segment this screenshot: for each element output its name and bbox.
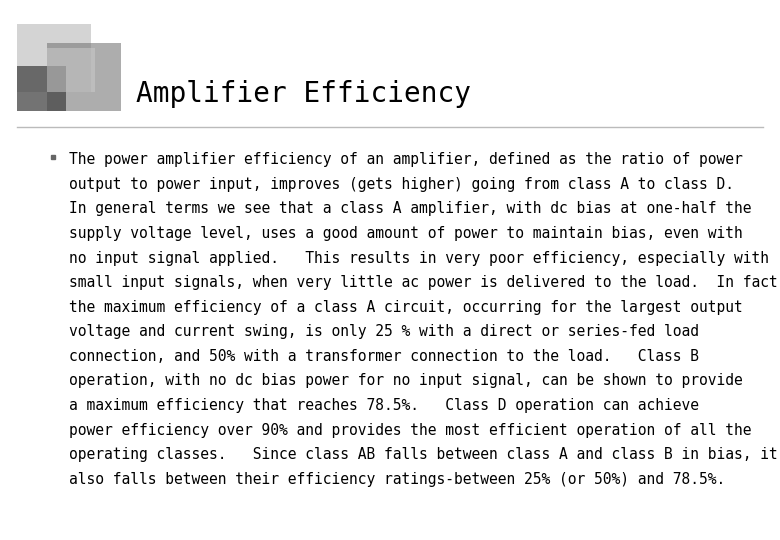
Text: small input signals, when very little ac power is delivered to the load.  In fac: small input signals, when very little ac… — [69, 275, 780, 290]
Bar — [47, 43, 121, 111]
Text: connection, and 50% with a transformer connection to the load.   Class B: connection, and 50% with a transformer c… — [69, 349, 699, 364]
Text: supply voltage level, uses a good amount of power to maintain bias, even with: supply voltage level, uses a good amount… — [69, 226, 743, 241]
Bar — [17, 24, 91, 92]
Bar — [17, 66, 66, 111]
Text: the maximum efficiency of a class A circuit, occurring for the largest output: the maximum efficiency of a class A circ… — [69, 300, 743, 315]
Text: voltage and current swing, is only 25 % with a direct or series-fed load: voltage and current swing, is only 25 % … — [69, 324, 699, 339]
Text: output to power input, improves (gets higher) going from class A to class D.: output to power input, improves (gets hi… — [69, 177, 734, 192]
Text: operation, with no dc bias power for no input signal, can be shown to provide: operation, with no dc bias power for no … — [69, 374, 743, 388]
Text: Amplifier Efficiency: Amplifier Efficiency — [136, 80, 471, 108]
Text: The power amplifier efficiency of an amplifier, defined as the ratio of power: The power amplifier efficiency of an amp… — [69, 152, 743, 167]
Text: a maximum efficiency that reaches 78.5%.   Class D operation can achieve: a maximum efficiency that reaches 78.5%.… — [69, 398, 699, 413]
Text: also falls between their efficiency ratings-between 25% (or 50%) and 78.5%.: also falls between their efficiency rati… — [69, 472, 725, 487]
Text: operating classes.   Since class AB falls between class A and class B in bias, i: operating classes. Since class AB falls … — [69, 447, 778, 462]
Bar — [47, 48, 95, 92]
Text: In general terms we see that a class A amplifier, with dc bias at one-half the: In general terms we see that a class A a… — [69, 201, 751, 217]
Text: power efficiency over 90% and provides the most efficient operation of all the: power efficiency over 90% and provides t… — [69, 422, 751, 437]
Text: no input signal applied.   This results in very poor efficiency, especially with: no input signal applied. This results in… — [69, 251, 768, 266]
